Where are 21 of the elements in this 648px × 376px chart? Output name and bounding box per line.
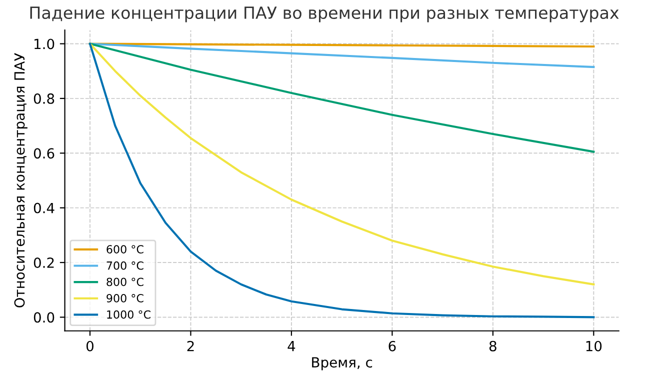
x-axis-title: Время, с xyxy=(312,357,372,370)
x-tick-label: 6 xyxy=(388,340,396,352)
y-tick-label: 1.0 xyxy=(34,38,54,50)
y-tick-label: 0.4 xyxy=(34,202,54,214)
chart-title: Падение концентрации ПАУ во времени при разных температурах xyxy=(30,6,619,22)
legend-label: 800 °C xyxy=(106,278,144,286)
y-axis-title: Относительная концентрация ПАУ xyxy=(14,52,28,308)
y-tick-label: 0.2 xyxy=(34,257,54,268)
legend-label: 1000 °C xyxy=(107,310,150,319)
x-tick-label: 10 xyxy=(586,340,602,352)
y-tick-label: 0.6 xyxy=(34,148,54,159)
legend-label: 900 °C xyxy=(106,294,144,302)
x-tick-label: 4 xyxy=(288,341,296,352)
y-tick-label: 0.8 xyxy=(34,93,54,104)
line-series xyxy=(88,42,595,153)
legend-label: 600 °C xyxy=(106,245,144,254)
y-tick-label: 0.0 xyxy=(34,312,54,323)
x-tick-label: 8 xyxy=(489,340,496,352)
x-tick-label: 0 xyxy=(86,340,94,352)
legend-label: 700 °C xyxy=(106,261,144,270)
x-tick-label: 2 xyxy=(187,340,194,352)
